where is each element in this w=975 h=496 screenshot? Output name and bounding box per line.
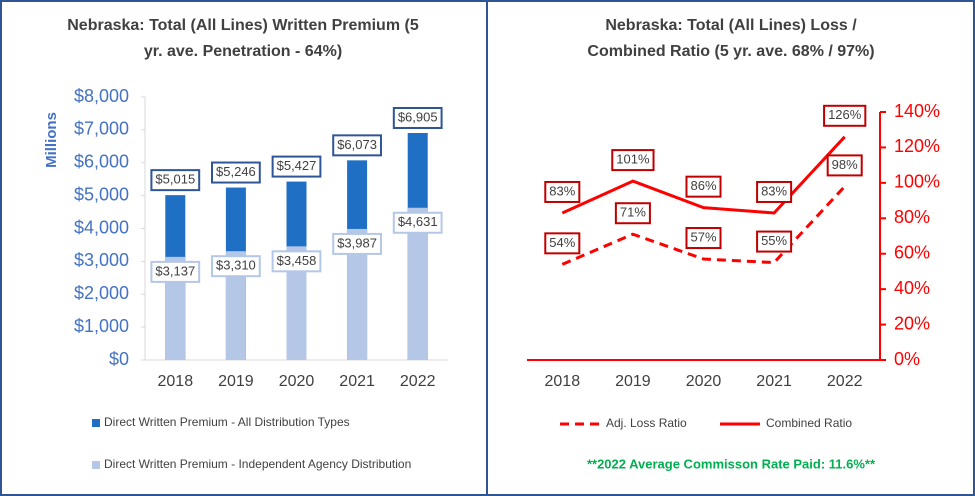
data-label-box <box>332 134 382 157</box>
data-label-box <box>271 155 322 178</box>
data-label: $6,073 <box>337 137 377 152</box>
y-tick-label: 0% <box>894 349 920 369</box>
data-label: 86% <box>690 178 716 193</box>
bar <box>286 246 307 360</box>
legend-label: Direct Written Premium - All Distributio… <box>104 415 350 429</box>
data-label-box <box>150 260 201 283</box>
legend-label: Combined Ratio <box>766 416 852 430</box>
x-tick-label: 2018 <box>158 373 194 390</box>
data-label: $5,246 <box>216 164 256 179</box>
data-label-box <box>332 232 382 255</box>
y-tick-label: $8,000 <box>74 86 129 106</box>
data-label: 57% <box>690 229 716 244</box>
data-label: $6,905 <box>398 109 438 124</box>
line <box>561 135 846 215</box>
x-tick-label: 2021 <box>339 373 375 390</box>
y-tick-label: $1,000 <box>74 316 129 336</box>
data-label: 71% <box>620 205 646 220</box>
data-label-box <box>271 250 322 273</box>
x-tick-label: 2020 <box>686 373 722 390</box>
data-label: $3,310 <box>216 258 256 273</box>
data-label-box <box>614 202 651 225</box>
data-label-box <box>544 180 581 203</box>
data-label-box <box>685 227 722 250</box>
legend-label: Direct Written Premium - Independent Age… <box>104 457 411 471</box>
data-label-box <box>823 104 867 127</box>
y-tick-label: $2,000 <box>74 283 129 303</box>
data-label-box <box>756 180 793 203</box>
y-tick-label: 100% <box>894 172 940 192</box>
x-tick-label: 2022 <box>827 373 863 390</box>
y-tick-label: $7,000 <box>74 119 129 139</box>
x-tick-label: 2019 <box>218 373 254 390</box>
data-label: $4,631 <box>398 214 438 229</box>
data-label: 55% <box>761 233 787 248</box>
data-label-box <box>826 154 863 177</box>
data-label: $3,458 <box>277 253 317 268</box>
y-tick-label: $0 <box>109 349 129 369</box>
chart-title: Nebraska: Total (All Lines) Written Prem… <box>67 17 419 60</box>
data-label: 83% <box>549 183 575 198</box>
y-axis-label: Millions <box>43 112 60 168</box>
x-tick-label: 2018 <box>545 373 581 390</box>
legend-swatch <box>92 419 100 427</box>
x-tick-label: 2022 <box>400 373 436 390</box>
data-label-box <box>211 255 261 278</box>
legend-swatch <box>92 461 100 469</box>
data-label-box <box>756 230 793 253</box>
y-tick-label: 120% <box>894 136 940 156</box>
y-tick-label: 20% <box>894 313 930 333</box>
chart-title: Nebraska: Total (All Lines) Loss / Combin… <box>587 17 874 60</box>
data-label: $5,427 <box>277 158 317 173</box>
data-label: $3,987 <box>337 235 377 250</box>
data-label-box <box>685 175 722 198</box>
bar <box>407 207 428 360</box>
y-tick-label: $5,000 <box>74 184 129 204</box>
data-label: 126% <box>828 107 862 122</box>
line <box>561 185 846 266</box>
x-tick-label: 2019 <box>615 373 651 390</box>
y-tick-label: $6,000 <box>74 152 129 172</box>
data-label-box <box>392 211 443 234</box>
data-label: $5,015 <box>155 172 195 187</box>
data-label: 83% <box>761 183 787 198</box>
x-tick-label: 2021 <box>756 373 792 390</box>
data-label-box <box>392 106 443 129</box>
annotation: **2022 Average Commisson Rate Paid: 11.6… <box>587 456 876 471</box>
data-label-box <box>211 161 261 184</box>
data-label: $3,137 <box>155 263 195 278</box>
y-tick-label: 60% <box>894 242 930 262</box>
legend-label: Adj. Loss Ratio <box>606 416 687 430</box>
data-label: 101% <box>616 152 650 167</box>
y-tick-label: $3,000 <box>74 250 129 270</box>
y-tick-label: 140% <box>894 101 940 121</box>
y-tick-label: 40% <box>894 278 930 298</box>
data-label-box <box>150 169 201 192</box>
data-label: 54% <box>549 235 575 250</box>
data-label-box <box>611 149 655 172</box>
bar <box>225 251 246 360</box>
data-label-box <box>544 232 581 255</box>
x-tick-label: 2020 <box>279 373 315 390</box>
y-tick-label: $4,000 <box>74 217 129 237</box>
bar <box>347 228 368 360</box>
data-label: 98% <box>832 157 858 172</box>
y-tick-label: 80% <box>894 207 930 227</box>
